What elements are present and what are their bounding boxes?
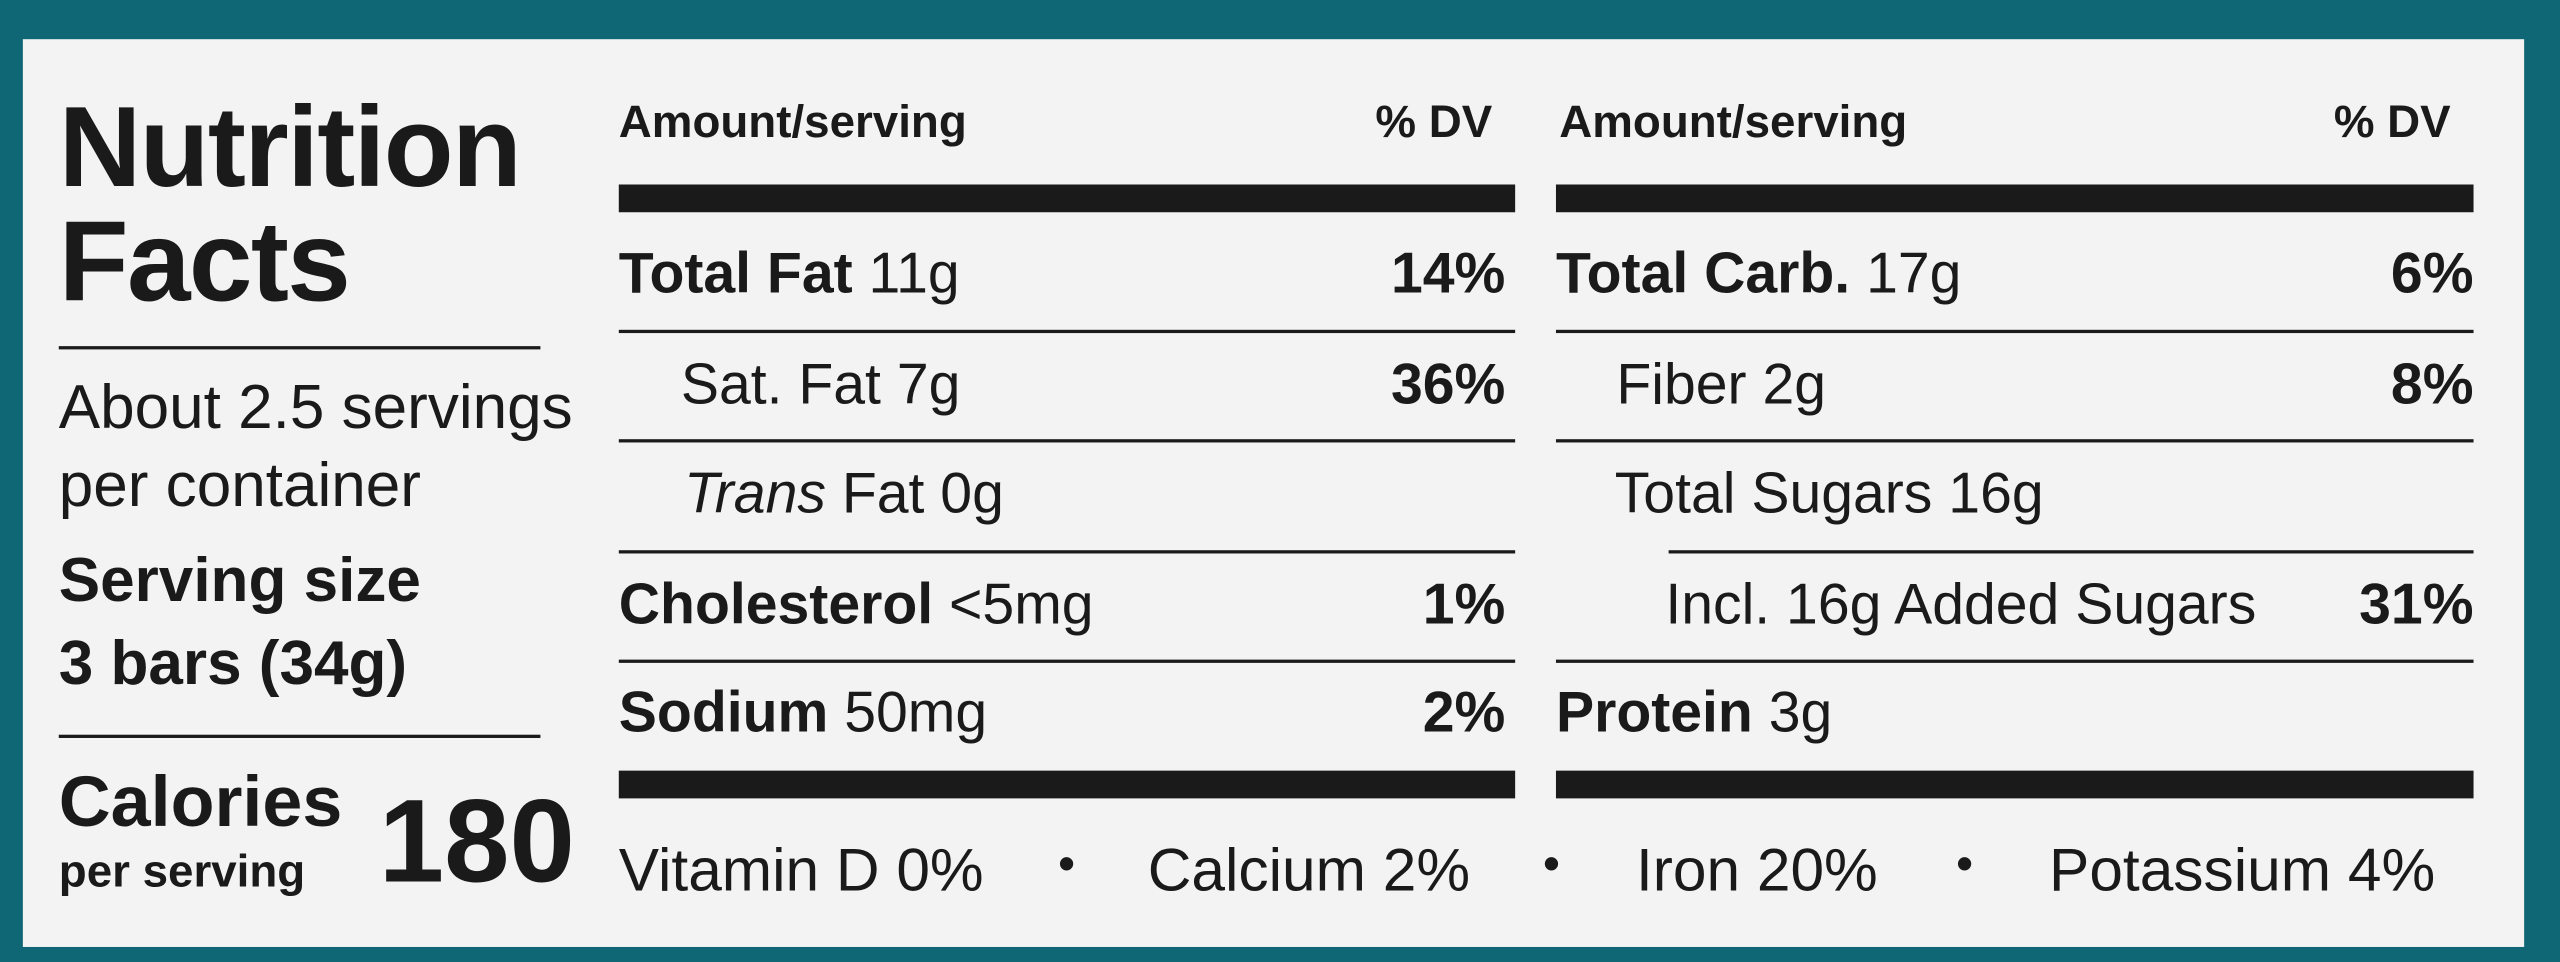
servings: About 2.5 servings [58,373,573,443]
rule [58,346,541,350]
nutrient-amount: 11g [868,241,960,306]
nutrient-name: Incl. 16g Added Sugars [1665,573,2257,637]
nutrient-name: Total Carb. [1555,241,1851,306]
header: Amount/serving % DV [1559,93,2450,152]
vitamin: Vitamin D 0% [618,836,984,904]
nutrient-amount: 7g [896,352,961,417]
bullet: • [1542,837,1561,892]
nutrient-dv: 36% [1390,352,1506,417]
nutrient-name: Cholesterol [618,573,934,637]
vitamin: Calcium 2% [1147,836,1471,904]
header-dv: % DV [2333,96,2451,147]
nutrient-dv: 31% [2359,573,2474,637]
calories-value: 180 [378,777,575,908]
nutrient-dv: 14% [1390,241,1506,306]
rule [1555,329,2474,334]
nutrient-name: Total Sugars [1614,462,1933,526]
nutrient-row: Cholesterol <5mg 1% [619,573,1506,638]
header-dv: % DV [1375,96,1493,147]
rule [1555,659,2474,663]
nutrient-row: Total Fat 11g 14% [619,242,1506,307]
nutrient-name: Protein [1555,680,1753,745]
nutrient-name-italic: Trans [684,462,826,526]
nutrient-amount: 2g [1762,352,1827,417]
nutrient-amount: 17g [1866,241,1962,306]
nutrient-name: Fiber [1616,352,1747,417]
vitamin: Potassium 4% [2049,836,2436,904]
nutrient-amount: 16g [1948,462,2044,526]
serving-size-label: Serving size [58,546,421,616]
rule [1668,550,2474,554]
nutrient-row: Total Carb. 17g 6% [1556,242,2474,307]
rule [618,550,1516,554]
rule [1555,439,2474,443]
bullet: • [1955,837,1974,892]
thick-rule [618,770,1516,799]
nutrient-row: Trans Fat 0g [619,462,1506,527]
header-amount: Amount/serving [1559,96,1908,147]
nutrient-amount: 3g [1768,680,1833,745]
rule [618,329,1516,334]
nutrient-name: Sodium [618,680,829,745]
thick-rule [618,184,1516,213]
nutrient-row: Fiber 2g 8% [1556,352,2474,418]
nutrient-amount: <5mg [949,573,1094,637]
vitamin: Iron 20% [1635,836,1878,904]
nutrient-dv: 6% [2390,241,2474,306]
calories-label: Calories [58,762,343,843]
nutrient-row: Sat. Fat 7g 36% [619,353,1506,418]
bullet: • [1057,837,1076,892]
thick-rule [1555,770,2474,799]
thick-rule [1555,184,2474,213]
nutrient-name: Fat [841,462,925,526]
header: Amount/serving % DV [619,93,1492,152]
nutrient-amount: 0g [940,462,1004,526]
nutrient-row: Protein 3g [1556,681,2474,746]
servings: per container [58,452,421,521]
title: Nutrition [58,83,522,211]
rule [618,439,1516,443]
title: Facts [58,197,351,325]
nutrient-dv: 1% [1422,573,1506,637]
nutrient-row: Total Sugars 16g [1556,462,2474,527]
nutrient-name: Total Fat [618,241,853,306]
calories-sublabel: per serving [58,845,306,897]
rule [58,734,541,738]
nutrient-row: Incl. 16g Added Sugars 31% [1556,573,2474,638]
nutrient-row: Sodium 50mg 2% [619,681,1506,746]
nutrient-amount: 50mg [844,680,988,745]
serving-size-value: 3 bars (34g) [58,630,408,699]
nutrient-dv: 2% [1422,680,1506,745]
header-amount: Amount/serving [618,96,967,147]
nutrient-name: Sat. Fat [680,352,881,417]
nutrient-dv: 8% [2390,352,2474,417]
rule [618,659,1516,663]
